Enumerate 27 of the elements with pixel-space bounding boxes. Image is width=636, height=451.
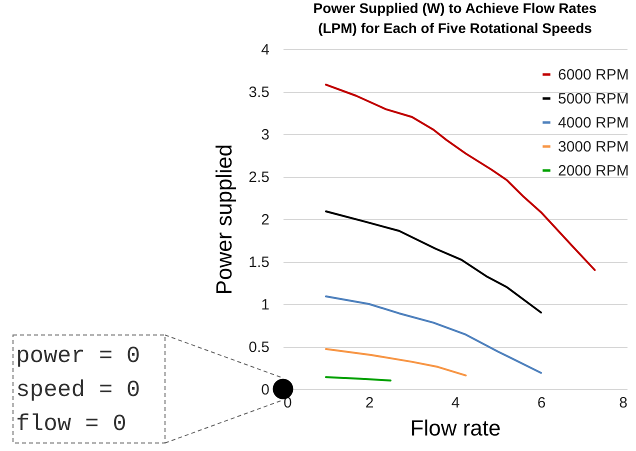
y-tick-label: 3 (261, 126, 270, 144)
x-tick-label: 4 (451, 394, 460, 412)
line-series (325, 84, 596, 271)
y-tick-label: 4 (261, 42, 270, 58)
legend-label: 4000 RPM (558, 114, 629, 132)
legend-label: 2000 RPM (558, 162, 629, 180)
x-tick-label: 2 (365, 394, 374, 412)
legend-label: 6000 RPM (558, 66, 629, 84)
y-tick-label: 2.5 (248, 169, 270, 186)
x-tick-label: 8 (619, 394, 628, 412)
text: power = 0 speed = 0 flow = 0 (16, 343, 140, 437)
text: (LPM) for Each of Five Rotational Speeds (318, 20, 592, 36)
legend-label: 5000 RPM (558, 90, 629, 108)
y-tick-label: 2 (261, 212, 270, 228)
y-tick-label: 0 (261, 382, 270, 398)
y-tick-label: 0.5 (248, 339, 270, 356)
line-series (325, 348, 467, 376)
line-series (325, 210, 542, 314)
y-tick-label: 1 (261, 296, 270, 314)
y-axis-title: Power supplied (212, 144, 237, 295)
x-tick-label: 6 (537, 394, 546, 412)
y-tick-label: 1.5 (248, 254, 270, 271)
line-series (325, 295, 542, 374)
legend-label: 3000 RPM (558, 138, 629, 156)
text: Power Supplied (W) to Achieve Flow Rates (313, 0, 597, 16)
y-tick-label: 3.5 (248, 84, 270, 101)
x-axis-title: Flow rate (410, 416, 501, 440)
